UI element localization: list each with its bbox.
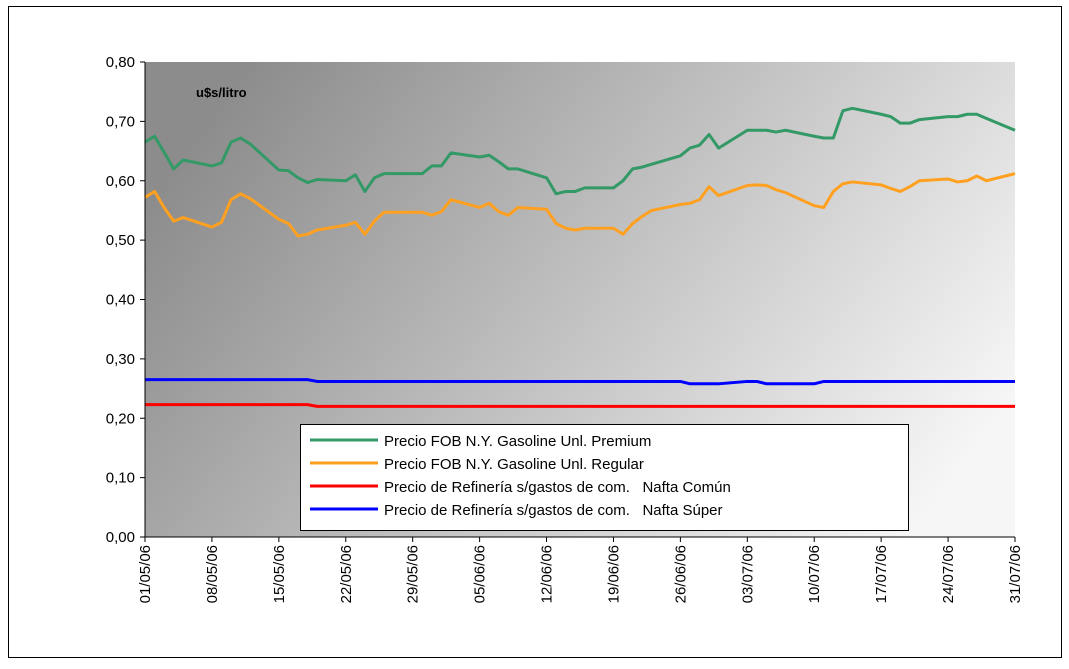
y-tick-label: 0,00 bbox=[106, 529, 135, 546]
x-tick-label: 03/07/06 bbox=[739, 545, 756, 603]
x-tick-label: 15/05/06 bbox=[271, 545, 288, 603]
legend-label: Precio FOB N.Y. Gasoline Unl. Regular bbox=[384, 456, 644, 473]
x-tick-label: 01/05/06 bbox=[137, 545, 154, 603]
y-tick-label: 0,60 bbox=[106, 173, 135, 190]
x-tick-label: 22/05/06 bbox=[338, 545, 355, 603]
series-line bbox=[144, 106, 1016, 196]
legend-label: Precio de Refinería s/gastos de com. Naf… bbox=[384, 479, 731, 496]
legend-label: Precio FOB N.Y. Gasoline Unl. Premium bbox=[384, 433, 651, 450]
series-line bbox=[144, 172, 1016, 238]
y-tick-label: 0,20 bbox=[106, 410, 135, 427]
x-tick-label: 31/07/06 bbox=[1007, 545, 1024, 603]
x-tick-label: 29/05/06 bbox=[405, 545, 422, 603]
legend-box bbox=[300, 424, 909, 531]
lines bbox=[144, 106, 1016, 408]
x-tick-label: 08/05/06 bbox=[204, 545, 221, 603]
y-tick-label: 0,50 bbox=[106, 232, 135, 249]
legend-label: Precio de Refinería s/gastos de com. Naf… bbox=[384, 502, 723, 519]
unit-annotation: u$s/litro bbox=[196, 85, 247, 100]
y-tick-label: 0,10 bbox=[106, 470, 135, 487]
y-tick-label: 0,70 bbox=[106, 113, 135, 130]
series-line bbox=[145, 403, 1015, 408]
series-line bbox=[145, 378, 1015, 386]
x-tick-label: 17/07/06 bbox=[873, 545, 890, 603]
y-tick-label: 0,80 bbox=[106, 54, 135, 71]
legend: Precio FOB N.Y. Gasoline Unl. Premium Pre… bbox=[300, 424, 909, 531]
x-tick-label: 26/06/06 bbox=[672, 545, 689, 603]
x-tick-label: 24/07/06 bbox=[940, 545, 957, 603]
y-tick-label: 0,30 bbox=[106, 351, 135, 368]
x-tick-label: 10/07/06 bbox=[806, 545, 823, 603]
x-tick-label: 05/06/06 bbox=[472, 545, 489, 603]
y-tick-label: 0,40 bbox=[106, 292, 135, 309]
x-tick-label: 19/06/06 bbox=[605, 545, 622, 603]
x-tick-label: 12/06/06 bbox=[539, 545, 556, 603]
